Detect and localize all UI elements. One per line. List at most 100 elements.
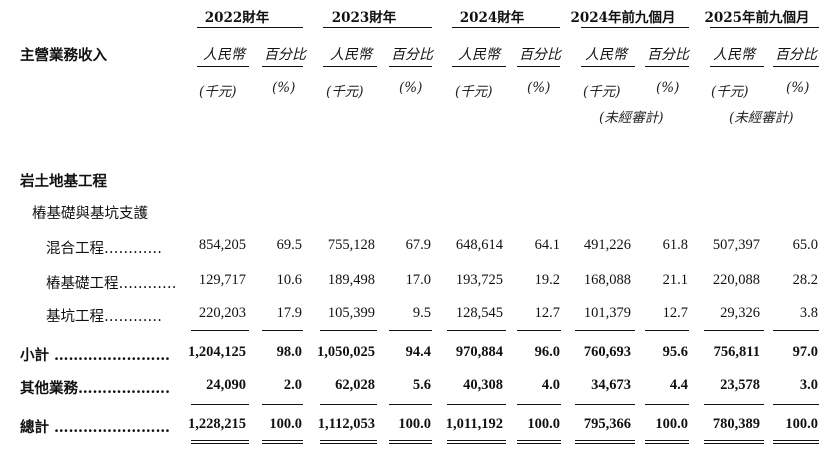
subheader-underline xyxy=(262,66,303,67)
percent-cell: 4.0 xyxy=(541,377,560,393)
subsection-heading: 樁基礎與基坑支護 xyxy=(32,206,148,222)
amount-cell: 1,204,125 xyxy=(188,344,246,360)
period-title-2024: 2024財年 xyxy=(459,10,525,26)
subheader-underline xyxy=(581,66,635,67)
amount-cell: 755,128 xyxy=(327,237,375,253)
double-rule xyxy=(389,443,432,444)
amount-cell: 491,226 xyxy=(583,237,631,253)
period-title-2024-9m: 2024年前九個月 xyxy=(570,10,676,26)
percent-cell: 67.9 xyxy=(405,237,431,253)
percent-cell: 12.7 xyxy=(534,305,560,321)
amount-cell: 168,088 xyxy=(583,272,631,288)
amount-label: 人民幣 xyxy=(330,47,372,63)
pct-label: 百分比 xyxy=(647,47,689,63)
period-underline xyxy=(323,27,432,28)
period-title-2025-9m: 2025年前九個月 xyxy=(704,10,810,26)
total-rule xyxy=(575,404,635,405)
amount-cell: 970,884 xyxy=(455,344,503,360)
pct-label: 百分比 xyxy=(264,47,306,63)
period-underline xyxy=(710,27,819,28)
subtotal-rule xyxy=(517,330,561,331)
amount-cell: 507,397 xyxy=(712,237,760,253)
pct-unit: (%) xyxy=(399,80,423,96)
amount-cell: 101,379 xyxy=(583,305,631,321)
subheader-underline xyxy=(773,66,819,67)
amount-cell: 1,011,192 xyxy=(445,416,503,432)
amount-cell: 24,090 xyxy=(206,377,246,393)
amount-cell: 648,614 xyxy=(455,237,503,253)
amount-unit: (千元) xyxy=(455,84,493,100)
percent-cell: 95.6 xyxy=(662,344,688,360)
amount-cell: 34,673 xyxy=(591,377,631,393)
percent-cell: 4.4 xyxy=(669,377,688,393)
amount-label: 人民幣 xyxy=(458,47,500,63)
double-rule xyxy=(191,440,249,441)
percent-cell: 64.1 xyxy=(534,237,560,253)
percent-cell: 19.2 xyxy=(534,272,560,288)
double-rule xyxy=(447,443,506,444)
amount-cell: 189,498 xyxy=(327,272,375,288)
total-rule xyxy=(447,404,506,405)
section-heading: 岩土地基工程 xyxy=(20,173,107,190)
percent-cell: 100.0 xyxy=(269,416,302,432)
pct-label: 百分比 xyxy=(391,47,433,63)
subheader-underline xyxy=(710,66,764,67)
percent-cell: 100.0 xyxy=(655,416,688,432)
subheader-underline xyxy=(323,66,377,67)
amount-cell: 220,203 xyxy=(198,305,246,321)
double-rule xyxy=(773,440,819,441)
total-rule xyxy=(191,404,249,405)
double-rule xyxy=(447,440,506,441)
pct-unit: (%) xyxy=(656,80,680,96)
double-rule xyxy=(575,440,635,441)
row-label: 小計 …………………… xyxy=(20,347,170,364)
subheader-underline xyxy=(645,66,689,67)
amount-cell: 193,725 xyxy=(455,272,503,288)
total-rule xyxy=(320,404,377,405)
percent-cell: 17.9 xyxy=(276,305,302,321)
percent-cell: 94.4 xyxy=(405,344,431,360)
percent-cell: 100.0 xyxy=(785,416,818,432)
total-rule xyxy=(645,404,689,405)
amount-cell: 795,366 xyxy=(583,416,631,432)
row-label: 其他業務…………………… xyxy=(20,380,170,397)
total-rule xyxy=(389,404,432,405)
amount-cell: 1,050,025 xyxy=(317,344,375,360)
double-rule xyxy=(517,443,561,444)
double-rule xyxy=(704,443,764,444)
amount-cell: 1,112,053 xyxy=(317,416,375,432)
period-underline xyxy=(452,27,560,28)
double-rule xyxy=(645,440,689,441)
percent-cell: 28.2 xyxy=(792,272,818,288)
amount-cell: 128,545 xyxy=(455,305,503,321)
percent-cell: 96.0 xyxy=(534,344,560,360)
unaudited-note: (未經審計) xyxy=(599,110,664,126)
double-rule xyxy=(517,440,561,441)
percent-cell: 2.0 xyxy=(283,377,302,393)
subtotal-rule xyxy=(575,330,635,331)
amount-cell: 756,811 xyxy=(713,344,760,360)
amount-cell: 129,717 xyxy=(198,272,246,288)
percent-cell: 10.6 xyxy=(276,272,302,288)
percent-cell: 61.8 xyxy=(662,237,688,253)
total-rule xyxy=(773,404,819,405)
row-label: 混合工程………… xyxy=(46,241,162,257)
percent-cell: 17.0 xyxy=(405,272,431,288)
period-title-2022: 2022財年 xyxy=(204,10,270,26)
double-rule xyxy=(191,443,249,444)
percent-cell: 5.6 xyxy=(412,377,431,393)
amount-label: 人民幣 xyxy=(203,47,245,63)
amount-label: 人民幣 xyxy=(585,47,627,63)
double-rule xyxy=(320,443,377,444)
amount-cell: 40,308 xyxy=(463,377,503,393)
period-underline xyxy=(197,27,303,28)
period-title-2023: 2023財年 xyxy=(331,10,397,26)
subtotal-rule xyxy=(191,330,249,331)
percent-cell: 98.0 xyxy=(276,344,302,360)
row-label: 總計 …………………… xyxy=(20,419,170,436)
subtotal-rule xyxy=(645,330,689,331)
percent-cell: 97.0 xyxy=(792,344,818,360)
percent-cell: 69.5 xyxy=(276,237,302,253)
pct-unit: (%) xyxy=(272,80,296,96)
amount-cell: 29,326 xyxy=(720,305,760,321)
